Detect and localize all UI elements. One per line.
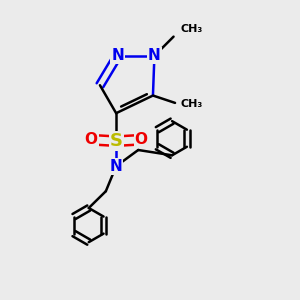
Text: N: N <box>111 48 124 63</box>
Text: S: S <box>110 132 123 150</box>
Text: N: N <box>110 159 122 174</box>
Text: CH₃: CH₃ <box>180 99 202 110</box>
Text: O: O <box>135 132 148 147</box>
Text: O: O <box>85 132 98 147</box>
Text: N: N <box>148 48 161 63</box>
Text: CH₃: CH₃ <box>180 24 202 34</box>
